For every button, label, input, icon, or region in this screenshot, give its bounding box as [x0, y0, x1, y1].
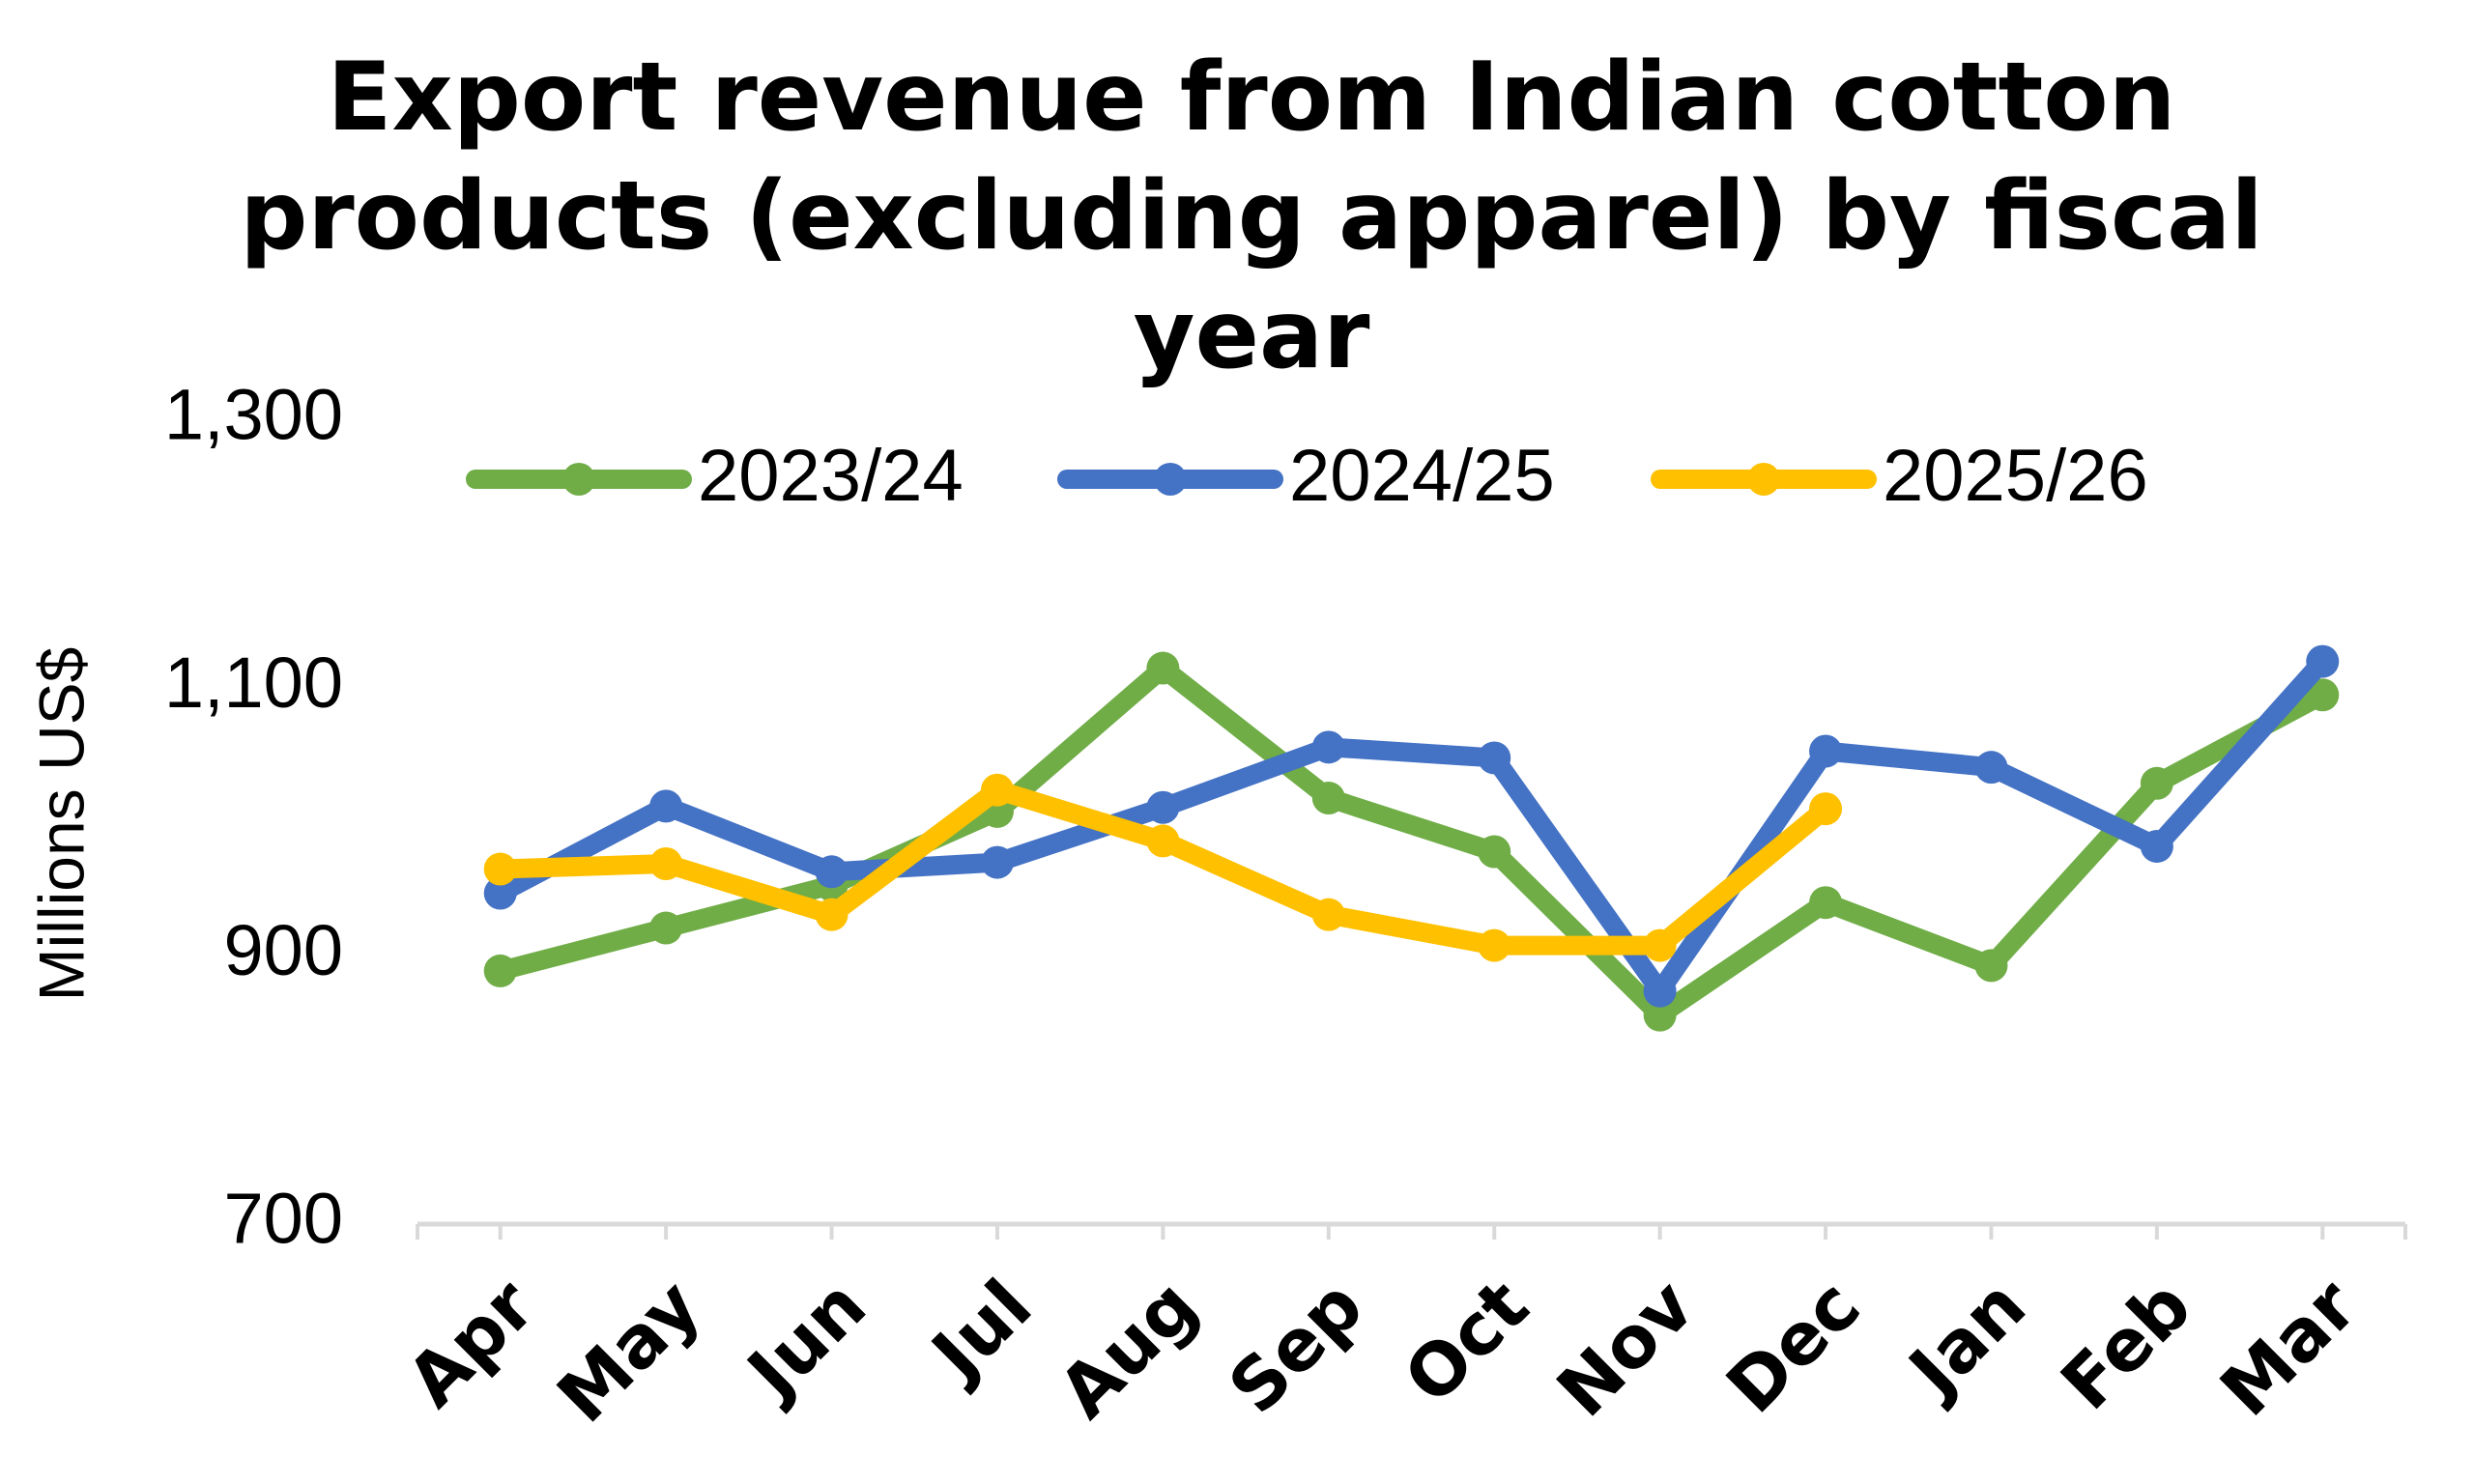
data-point	[1478, 741, 1511, 775]
data-point	[1643, 928, 1677, 962]
data-point	[483, 852, 517, 886]
x-tick-label: Apr	[391, 1264, 551, 1423]
data-point	[2140, 766, 2173, 800]
x-tick-label: May	[542, 1264, 717, 1439]
legend-label: 2024/25	[1289, 435, 1555, 517]
data-point	[1311, 782, 1345, 815]
data-point	[649, 911, 683, 945]
chart-title: products (excluding apparel) by fiscal	[240, 161, 2263, 271]
x-tick-label: Mar	[2205, 1264, 2373, 1432]
data-point	[815, 898, 849, 931]
data-point	[980, 845, 1014, 879]
data-point	[483, 954, 517, 987]
x-tick-label: Jun	[729, 1264, 881, 1416]
x-tick-label: Dec	[1712, 1264, 1877, 1429]
y-tick-label: 1,300	[164, 375, 343, 455]
x-tick-label: Oct	[1389, 1264, 1544, 1419]
data-point	[1974, 949, 2008, 983]
y-tick-label: 900	[224, 910, 343, 990]
data-point	[1809, 886, 1843, 920]
series-line	[498, 658, 2327, 1025]
x-tick-label: Jan	[1890, 1264, 2041, 1414]
chart-title: year	[1134, 280, 1370, 390]
y-tick-label: 700	[224, 1179, 343, 1259]
data-point	[483, 876, 517, 910]
series-line	[496, 654, 2330, 1001]
data-point	[1643, 998, 1677, 1032]
data-point	[980, 773, 1014, 807]
data-point	[1809, 792, 1843, 826]
data-point	[1643, 974, 1677, 1008]
legend-marker	[562, 463, 595, 496]
data-point	[1974, 751, 2008, 785]
legend-label: 2023/24	[698, 435, 964, 517]
data-point	[1809, 734, 1843, 768]
data-point	[1311, 898, 1345, 931]
y-tick-label: 1,100	[164, 642, 343, 723]
y-axis-label: Millions US$	[25, 647, 97, 1002]
data-point	[649, 789, 683, 823]
x-tick-label: Aug	[1044, 1264, 1214, 1434]
data-point	[1478, 835, 1511, 869]
data-point	[2306, 678, 2340, 712]
legend-label: 2025/26	[1883, 435, 2148, 517]
data-point	[2306, 644, 2340, 678]
data-point	[2140, 829, 2173, 863]
data-point	[1478, 928, 1511, 962]
x-tick-label: Sep	[1214, 1264, 1379, 1429]
x-tick-label: Jul	[913, 1264, 1048, 1398]
data-point	[815, 855, 849, 889]
data-point	[1146, 651, 1180, 685]
data-point	[1311, 730, 1345, 764]
chart-title: Export revenue from Indian cotton	[328, 43, 2176, 153]
legend-marker	[1154, 463, 1187, 496]
data-point	[1146, 790, 1180, 824]
x-tick-label: Nov	[1541, 1264, 1711, 1433]
data-point	[1146, 824, 1180, 858]
x-tick-label: Feb	[2046, 1264, 2207, 1425]
legend-marker	[1747, 463, 1780, 496]
data-point	[649, 846, 683, 880]
